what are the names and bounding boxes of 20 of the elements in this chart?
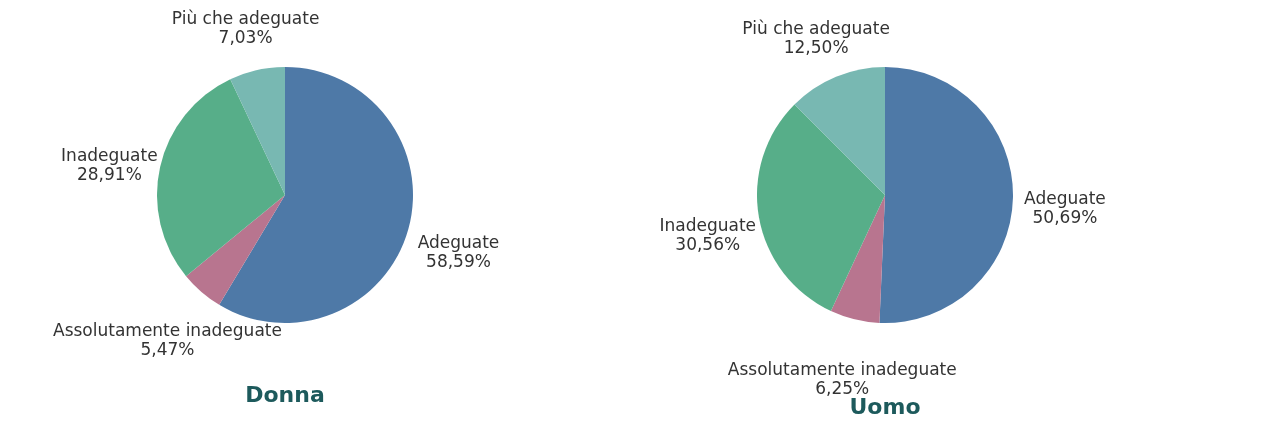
slice-label: Più che adeguate	[742, 17, 890, 38]
text: Donna	[245, 382, 325, 407]
slice-label: Adeguate	[417, 231, 500, 252]
slice-label: Assolutamente inadeguate	[727, 358, 957, 379]
pie-slice	[830, 195, 885, 323]
pie-slice	[186, 195, 285, 305]
pie-slice	[157, 79, 285, 277]
pie-slice	[794, 67, 885, 195]
data-label: 30,56%	[675, 234, 741, 255]
slice-label: Inadeguate	[659, 215, 757, 236]
pie-slice	[757, 104, 885, 312]
data-label: 5,47%	[140, 339, 195, 360]
pie-slice	[230, 67, 285, 195]
data-label: 7,03%	[218, 27, 273, 48]
slice-label: Adeguate	[1024, 187, 1106, 208]
pie-slice	[879, 67, 1013, 323]
slice-label: Assolutamente inadeguate	[52, 320, 282, 341]
slice-label: Inadeguate	[61, 144, 158, 165]
pie-slice	[219, 67, 413, 323]
slice-label: Più che adeguate	[171, 8, 320, 29]
